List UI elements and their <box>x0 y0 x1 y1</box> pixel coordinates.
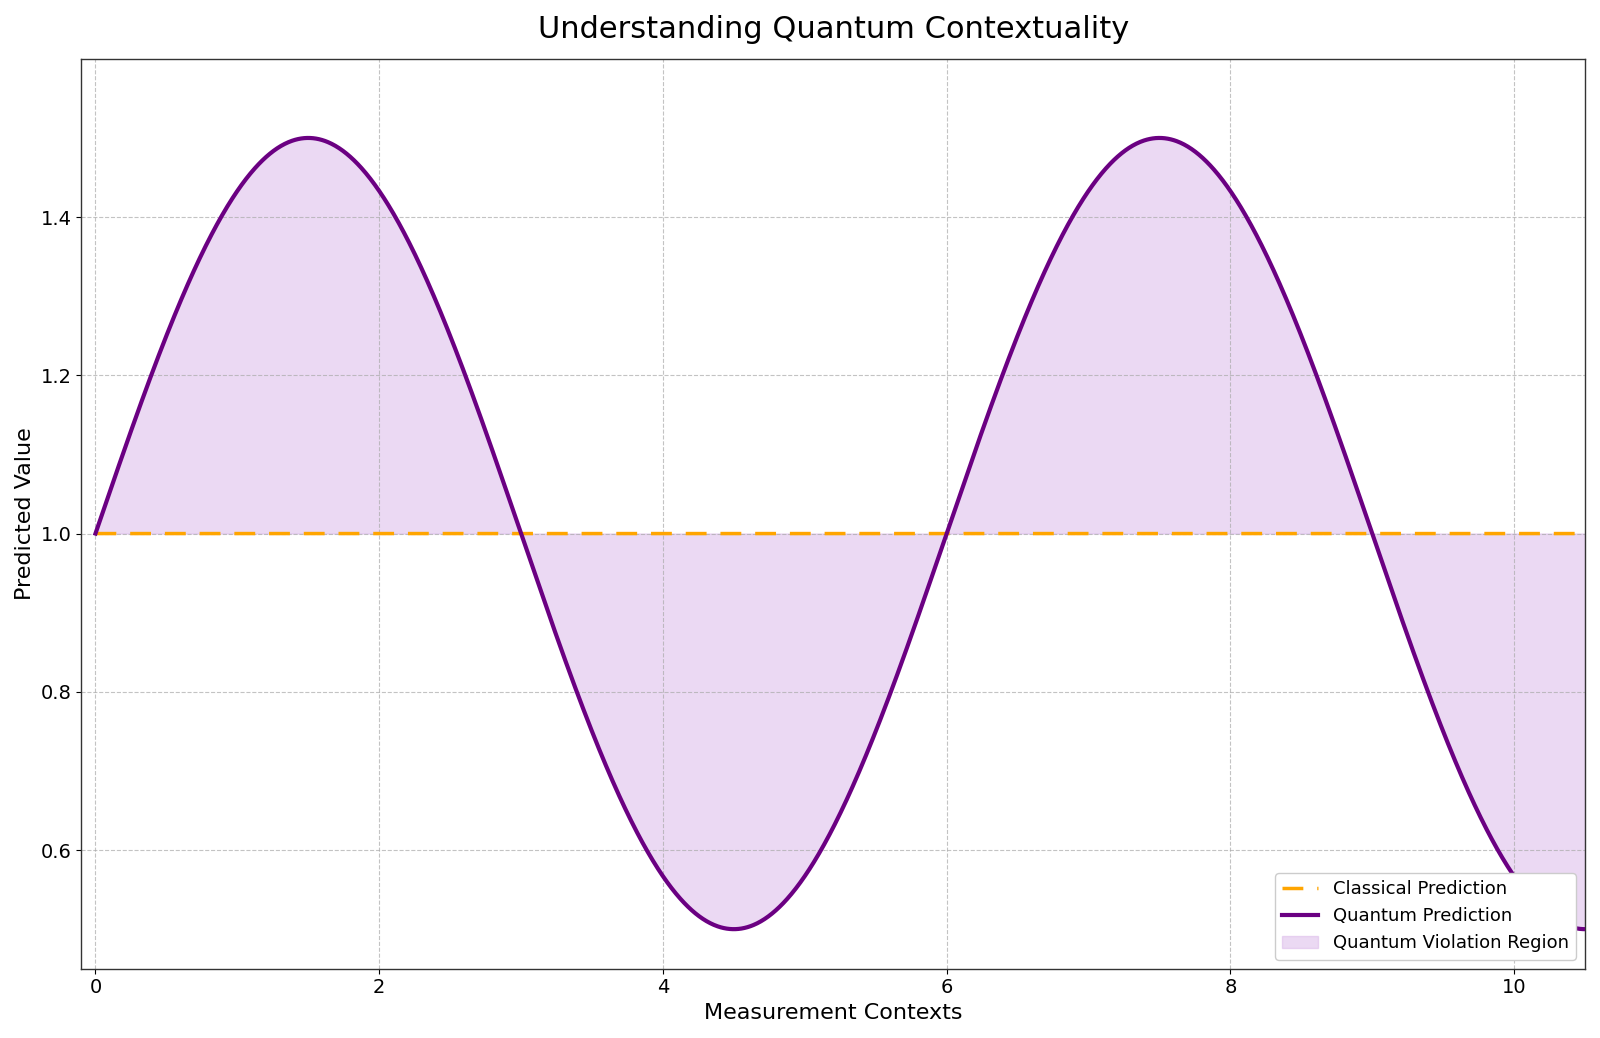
Classical Prediction <box>86 527 106 540</box>
Classical Prediction <box>1531 527 1550 540</box>
X-axis label: Measurement Contexts: Measurement Contexts <box>704 1003 962 1023</box>
Quantum Prediction <box>1533 903 1552 916</box>
Quantum Prediction <box>162 317 181 329</box>
Quantum Prediction <box>1150 132 1170 144</box>
Classical Prediction <box>771 527 790 540</box>
Classical Prediction <box>162 527 181 540</box>
Classical Prediction <box>810 527 829 540</box>
Classical Prediction <box>1533 527 1552 540</box>
Line: Quantum Prediction: Quantum Prediction <box>96 138 1586 929</box>
Quantum Prediction <box>1533 904 1552 917</box>
Y-axis label: Predicted Value: Predicted Value <box>14 428 35 600</box>
Quantum Prediction <box>1576 923 1595 935</box>
Classical Prediction <box>1576 527 1595 540</box>
Quantum Prediction <box>810 846 829 858</box>
Quantum Prediction <box>771 900 790 912</box>
Quantum Prediction <box>86 527 106 540</box>
Title: Understanding Quantum Contextuality: Understanding Quantum Contextuality <box>538 15 1128 44</box>
Quantum Prediction <box>1259 254 1278 267</box>
Legend: Classical Prediction, Quantum Prediction, Quantum Violation Region: Classical Prediction, Quantum Prediction… <box>1275 873 1576 960</box>
Classical Prediction <box>1259 527 1278 540</box>
